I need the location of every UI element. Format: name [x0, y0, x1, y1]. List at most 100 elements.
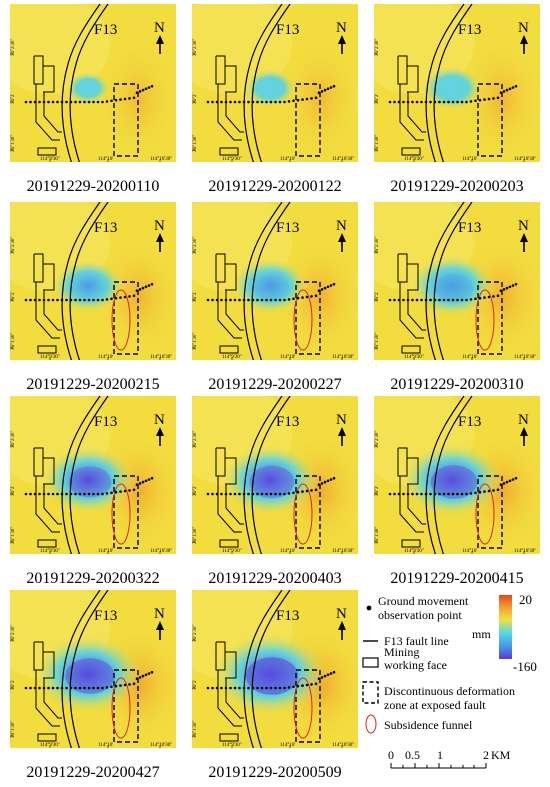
svg-text:114°9'30": 114°9'30" [222, 157, 242, 162]
observation-points [206, 476, 336, 496]
svg-text:36°1'30": 36°1'30" [193, 527, 198, 544]
svg-text:114°10'30": 114°10'30" [332, 355, 354, 360]
legend-ground-point-line1: Ground movement [378, 594, 469, 608]
subsidence-funnel [111, 677, 131, 739]
deformation-zone-symbol [362, 681, 379, 704]
deformation-zone-box [113, 83, 139, 157]
svg-text:36°1'30": 36°1'30" [375, 135, 380, 152]
north-arrow: N [518, 20, 529, 54]
coordinate-ticks: 36°2'30" 36°2' 36°1'30" 114°9'30" 114°10' 114… [10, 237, 172, 360]
svg-text:114°10'30": 114°10'30" [150, 743, 172, 748]
svg-text:36°2'30": 36°2'30" [375, 431, 380, 448]
observation-points [24, 84, 154, 104]
coordinate-ticks: 36°2'30" 36°2' 36°1'30" 114°9'30" 114°10' 114… [192, 431, 354, 554]
coordinate-ticks: 36°2'30" 36°2' 36°1'30" 114°9'30" 114°10' 114… [192, 625, 354, 748]
mining-faces [397, 447, 426, 548]
observation-points [24, 670, 154, 690]
svg-text:36°2': 36°2' [375, 486, 380, 496]
legend-zone-line2: zone at exposed fault [384, 698, 486, 712]
mining-face-symbol [362, 657, 379, 668]
svg-text:114°9'30": 114°9'30" [40, 355, 60, 360]
svg-text:114°10'30": 114°10'30" [514, 157, 536, 162]
fault-line [61, 4, 109, 162]
svg-text:N: N [336, 218, 347, 234]
panel-date-caption: 20191229-20200122 [208, 178, 342, 195]
deformation-map: F13 N 36°2'30" 36°2' 36°1'30" 114°9'30" 114°10… [10, 396, 176, 554]
coordinate-ticks: 36°2'30" 36°2' 36°1'30" 114°9'30" 114°10' 114… [192, 39, 354, 162]
scale-bar [390, 763, 487, 769]
svg-text:114°10'30": 114°10'30" [514, 549, 536, 554]
fault-line [243, 590, 291, 748]
deformation-zone-box [113, 281, 139, 355]
svg-text:36°1'30": 36°1'30" [11, 721, 16, 738]
north-arrow: N [336, 20, 347, 54]
svg-text:114°10'30": 114°10'30" [150, 549, 172, 554]
coordinate-ticks: 36°2'30" 36°2' 36°1'30" 114°9'30" 114°10' 114… [10, 431, 172, 554]
observation-points [206, 282, 336, 302]
coordinate-ticks: 36°2'30" 36°2' 36°1'30" 114°9'30" 114°10' 114… [374, 39, 536, 162]
map-panel: F13 N 36°2'30" 36°2' 36°1'30" 114°9'30" 114°10… [374, 202, 540, 393]
deformation-zone-box [113, 475, 139, 549]
svg-text:36°2': 36°2' [11, 486, 16, 496]
fault-line [243, 396, 291, 554]
svg-text:36°2': 36°2' [193, 292, 198, 302]
svg-text:36°1'30": 36°1'30" [193, 333, 198, 350]
deformation-map: F13 N 36°2'30" 36°2' 36°1'30" 114°9'30" 114°10… [374, 4, 540, 162]
svg-text:36°1'30": 36°1'30" [375, 333, 380, 350]
svg-text:114°10': 114°10' [462, 549, 477, 554]
svg-text:114°9'30": 114°9'30" [40, 157, 60, 162]
coordinate-ticks: 36°2'30" 36°2' 36°1'30" 114°9'30" 114°10' 114… [10, 625, 172, 748]
observation-points [388, 282, 518, 302]
svg-text:114°10': 114°10' [98, 549, 113, 554]
svg-text:114°10'30": 114°10'30" [514, 355, 536, 360]
legend-symbols [362, 595, 512, 769]
svg-text:N: N [154, 412, 165, 428]
observation-points [388, 476, 518, 496]
svg-text:36°2': 36°2' [11, 680, 16, 690]
observation-points [388, 84, 518, 104]
svg-text:114°10': 114°10' [280, 157, 295, 162]
panel-date-caption: 20191229-20200322 [26, 570, 160, 587]
map-panel: F13 N 36°2'30" 36°2' 36°1'30" 114°9'30" 114°10… [192, 590, 358, 781]
map-panel: F13 N 36°2'30" 36°2' 36°1'30" 114°9'30" 114°10… [374, 396, 540, 587]
svg-text:114°10': 114°10' [280, 743, 295, 748]
svg-text:36°2': 36°2' [11, 292, 16, 302]
svg-text:N: N [336, 20, 347, 36]
deformation-zone-box [295, 281, 321, 355]
subsidence-funnel [475, 289, 495, 351]
colorbar-min-label: -160 [513, 659, 537, 674]
subsidence-funnel-symbol [365, 714, 377, 734]
fault-label: F13 [94, 220, 117, 236]
fault-line [61, 396, 109, 554]
svg-text:114°10': 114°10' [98, 157, 113, 162]
svg-text:114°9'30": 114°9'30" [222, 355, 242, 360]
panel-date-caption: 20191229-20200203 [390, 178, 524, 195]
deformation-zone-box [477, 83, 503, 157]
panel-date-caption: 20191229-20200215 [26, 376, 160, 393]
deformation-map: F13 N 36°2'30" 36°2' 36°1'30" 114°9'30" 114°10… [192, 590, 358, 748]
svg-text:114°10': 114°10' [462, 355, 477, 360]
svg-text:N: N [336, 412, 347, 428]
deformation-map: F13 N 36°2'30" 36°2' 36°1'30" 114°9'30" 114°10… [192, 396, 358, 554]
fault-label: F13 [276, 414, 299, 430]
deformation-map: F13 N 36°2'30" 36°2' 36°1'30" 114°9'30" 114°10… [192, 202, 358, 360]
svg-text:N: N [154, 218, 165, 234]
svg-text:N: N [518, 218, 529, 234]
north-arrow: N [336, 606, 347, 640]
map-panel: F13 N 36°2'30" 36°2' 36°1'30" 114°9'30" 114°10… [374, 4, 540, 195]
deformation-zone-box [295, 83, 321, 157]
fault-label: F13 [94, 22, 117, 38]
legend-zone-line1: Discontinuous deformation [384, 684, 515, 698]
panel-date-caption: 20191229-20200227 [208, 376, 342, 393]
observation-points [206, 84, 336, 104]
svg-text:N: N [154, 20, 165, 36]
svg-text:36°1'30": 36°1'30" [11, 527, 16, 544]
coordinate-ticks: 36°2'30" 36°2' 36°1'30" 114°9'30" 114°10' 114… [192, 237, 354, 360]
panel-date-caption: 20191229-20200415 [390, 570, 524, 587]
fault-label: F13 [458, 22, 481, 38]
fault-label: F13 [94, 414, 117, 430]
scale-tick-1: 1 [437, 748, 443, 762]
svg-text:36°1'30": 36°1'30" [193, 721, 198, 738]
map-panel: F13 N 36°2'30" 36°2' 36°1'30" 114°9'30" 114°10… [192, 396, 358, 587]
fault-label: F13 [458, 414, 481, 430]
